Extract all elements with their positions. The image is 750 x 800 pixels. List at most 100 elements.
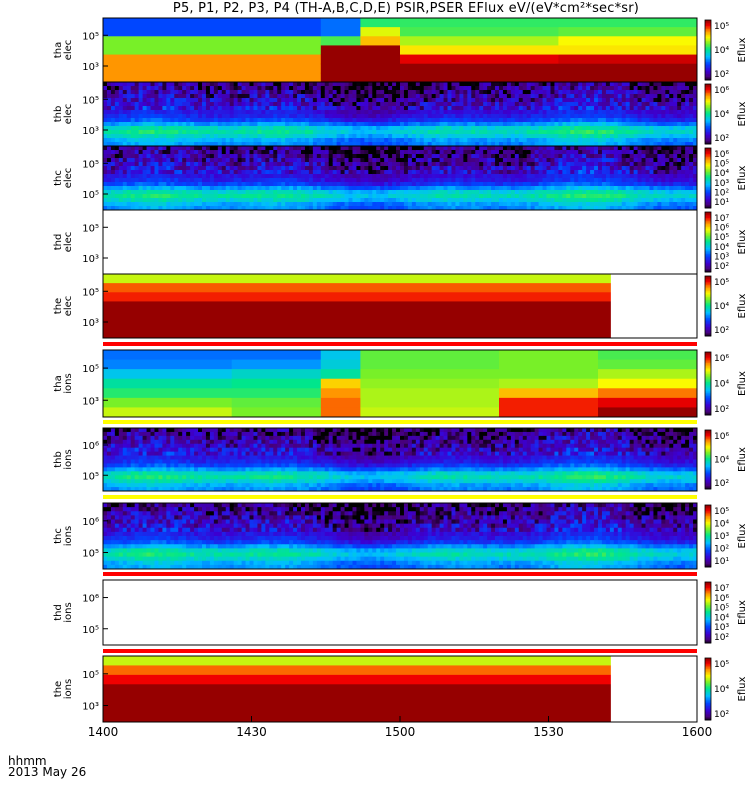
spectrogram-cell-2-144-4 [673, 162, 678, 167]
spectrogram-cell-1-77-12 [407, 130, 413, 135]
spectrogram-cell-2-46-15 [285, 206, 290, 211]
spectrogram-cell-1-131-5 [621, 102, 627, 107]
colorbar-label-0: Eflux [737, 37, 748, 62]
spectrogram-cell-1-75-1 [400, 86, 405, 91]
spectrogram-cell-1-96-0 [483, 82, 488, 87]
spectrogram-cell-1-121-7 [582, 110, 587, 115]
spectrogram-cell-2-43-13 [273, 198, 278, 203]
spectrogram-cell-2-99-14 [495, 202, 500, 207]
spectrogram-cell-2-27-4 [209, 162, 215, 167]
spectrogram-cell-2-40-13 [261, 198, 266, 203]
spectrogram-cell-1-64-13 [356, 134, 361, 139]
spectrogram-cell-1-20-5 [182, 102, 187, 107]
spectrogram-cell-2-146-8 [681, 178, 686, 183]
spectrogram-cell-1-58-15 [332, 142, 338, 147]
spectrogram-cell-2-63-5 [352, 166, 357, 171]
spectrogram-cell-1-28-7 [213, 110, 219, 115]
spectrogram-cell-2-81-4 [423, 162, 429, 167]
spectrogram-cell-2-47-6 [289, 170, 294, 175]
colorbar-cell-2-33 [705, 197, 711, 200]
spectrogram-cell-1-121-1 [582, 86, 587, 91]
spectrogram-cell-1-35-3 [241, 94, 246, 99]
spectrogram-cell-1-74-0 [396, 82, 401, 87]
spectrogram-cell-2-17-14 [170, 202, 175, 207]
spectrogram-cell-1-9-8 [138, 114, 143, 119]
spectrogram-cell-2-59-11 [336, 190, 341, 195]
spectrogram-cell-1-54-5 [316, 102, 322, 107]
spectrogram-cell-0-2-4 [360, 54, 401, 65]
spectrogram-cell-1-53-11 [312, 126, 318, 131]
spectrogram-cell-1-91-0 [463, 82, 468, 87]
spectrogram-cell-2-117-12 [566, 194, 571, 199]
spectrogram-cell-2-27-9 [209, 182, 215, 187]
spectrogram-cell-2-124-3 [594, 158, 599, 163]
spectrogram-cell-1-112-12 [546, 130, 551, 135]
spectrogram-cell-2-147-7 [685, 174, 690, 179]
spectrogram-cell-1-53-12 [312, 130, 318, 135]
spectrogram-cell-2-98-13 [491, 198, 496, 203]
spectrogram-cell-2-36-3 [245, 158, 250, 163]
spectrogram-cell-1-87-10 [447, 122, 452, 127]
spectrogram-cell-2-141-9 [661, 182, 666, 187]
spectrogram-cell-1-128-11 [609, 126, 615, 131]
spectrogram-cell-2-100-0 [499, 146, 504, 151]
spectrogram-cell-1-33-8 [233, 114, 239, 119]
spectrogram-cell-2-124-10 [594, 186, 599, 191]
spectrogram-cell-1-142-11 [665, 126, 670, 131]
spectrogram-cell-2-27-12 [209, 194, 215, 199]
colorbar-cell-0-20 [705, 50, 711, 52]
spectrogram-cell-1-53-14 [312, 138, 318, 143]
spectrogram-cell-1-76-9 [403, 118, 409, 123]
spectrogram-cell-1-32-15 [229, 142, 235, 147]
spectrogram-cell-2-132-14 [625, 202, 631, 207]
spectrogram-cell-1-13-2 [154, 90, 159, 95]
spectrogram-cell-1-46-5 [285, 102, 290, 107]
spectrogram-cell-2-54-7 [316, 174, 322, 179]
spectrogram-cell-1-69-14 [376, 138, 381, 143]
spectrogram-cell-0-4-5 [558, 63, 698, 74]
spectrogram-cell-1-23-10 [194, 122, 199, 127]
spectrogram-cell-1-145-15 [677, 142, 682, 147]
spectrogram-cell-2-103-1 [510, 150, 516, 155]
spectrogram-cell-2-95-7 [479, 174, 484, 179]
spectrogram-cell-1-64-4 [356, 98, 361, 103]
spectrogram-cell-1-24-12 [198, 130, 203, 135]
spectrogram-cell-2-12-7 [150, 174, 155, 179]
spectrogram-cell-2-92-14 [467, 202, 472, 207]
spectrogram-cell-2-50-5 [301, 166, 306, 171]
spectrogram-cell-2-13-15 [154, 206, 159, 211]
spectrogram-cell-1-112-15 [546, 142, 551, 147]
spectrogram-cell-1-79-0 [415, 82, 421, 87]
spectrogram-cell-2-1-13 [106, 198, 112, 203]
spectrogram-cell-2-141-13 [661, 198, 666, 203]
spectrogram-cell-2-103-6 [510, 170, 516, 175]
spectrogram-cell-2-110-14 [538, 202, 543, 207]
spectrogram-cell-2-9-8 [138, 178, 143, 183]
spectrogram-cell-1-9-1 [138, 86, 143, 91]
spectrogram-cell-2-96-10 [483, 186, 488, 191]
spectrogram-cell-2-30-15 [221, 206, 227, 211]
spectrogram-cell-2-131-4 [621, 162, 627, 167]
spectrogram-cell-2-33-0 [233, 146, 239, 151]
spectrogram-cell-2-12-6 [150, 170, 155, 175]
spectrogram-cell-1-114-12 [554, 130, 559, 135]
spectrogram-cell-2-18-14 [174, 202, 179, 207]
spectrogram-cell-2-135-3 [637, 158, 642, 163]
spectrogram-cell-1-124-5 [594, 102, 599, 107]
spectrogram-cell-2-54-6 [316, 170, 322, 175]
spectrogram-cell-2-46-0 [285, 146, 290, 151]
spectrogram-cell-2-13-10 [154, 186, 159, 191]
spectrogram-cell-2-40-14 [261, 202, 266, 207]
spectrogram-cell-2-117-3 [566, 158, 571, 163]
spectrogram-cell-1-135-12 [637, 130, 642, 135]
plot-title: P5, P1, P2, P3, P4 (TH-A,B,C,D,E) PSIR,P… [172, 1, 640, 16]
spectrogram-cell-2-44-6 [277, 170, 282, 175]
spectrogram-cell-1-99-7 [495, 110, 500, 115]
spectrogram-cell-2-99-13 [495, 198, 500, 203]
spectrogram-cell-1-137-15 [645, 142, 650, 147]
spectrogram-cell-2-44-13 [277, 198, 282, 203]
spectrogram-cell-2-138-14 [649, 202, 654, 207]
spectrogram-cell-2-74-10 [396, 186, 401, 191]
spectrogram-cell-2-25-3 [202, 158, 207, 163]
spectrogram-cell-2-78-9 [411, 182, 417, 187]
